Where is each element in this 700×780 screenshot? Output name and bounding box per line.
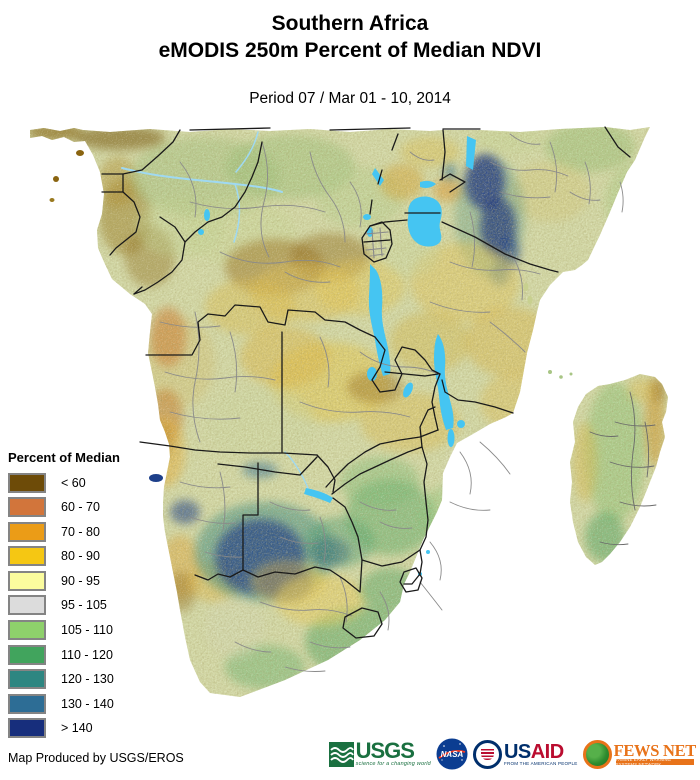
usgs-tagline: science for a changing world [355, 761, 431, 767]
legend-item: 70 - 80 [8, 521, 168, 542]
country-borders [101, 126, 631, 639]
header: Southern Africa eMODIS 250m Percent of M… [0, 10, 700, 108]
legend-title: Percent of Median [8, 450, 120, 465]
legend-swatch [8, 620, 46, 641]
legend-label: 70 - 80 [61, 524, 100, 539]
fewsnet-logo: FEWS NET FAMINE EARLY WARNING SYSTEMS NE… [582, 739, 697, 769]
legend-label: 60 - 70 [61, 500, 100, 515]
usgs-logo: USGS science for a changing world [328, 738, 431, 767]
period-subtitle: Period 07 / Mar 01 - 10, 2014 [249, 90, 451, 107]
legend-label: 95 - 105 [61, 598, 107, 613]
etosha-pan [149, 474, 163, 482]
nasa-meatball-icon: NASA [436, 738, 468, 770]
legend-item: 130 - 140 [8, 693, 168, 714]
legend-swatch [8, 718, 46, 739]
agency-logos: USGS science for a changing world NASA U… [328, 738, 697, 770]
nasa-logo: NASA [436, 738, 468, 770]
legend-label: 110 - 120 [61, 647, 113, 662]
rivers [121, 131, 309, 489]
legend-swatch [8, 669, 46, 690]
usaid-seal-icon [472, 739, 502, 769]
usgs-waves-icon [328, 741, 354, 767]
legend-item: 95 - 105 [8, 595, 168, 616]
usaid-tagline: FROM THE AMERICAN PEOPLE [503, 760, 578, 766]
legend-label: 105 - 110 [61, 623, 113, 638]
ndvi-map [30, 126, 668, 697]
legend-item: 60 - 70 [8, 497, 168, 518]
legend-label: 130 - 140 [61, 696, 114, 711]
usaid-wordmark: USAID [503, 740, 564, 763]
fewsnet-tagline: FAMINE EARLY WARNING SYSTEMS NETWORK [615, 757, 694, 767]
legend-item: 80 - 90 [8, 546, 168, 567]
legend-item: < 60 [8, 472, 168, 493]
legend-swatch [8, 546, 46, 567]
legend-item: 120 - 130 [8, 669, 168, 690]
admin-borders [159, 133, 657, 672]
islands [49, 150, 573, 379]
lakes [198, 136, 476, 576]
legend-swatch [8, 595, 46, 616]
legend-swatch [8, 570, 46, 591]
title-line1: Southern Africa [271, 12, 429, 35]
title-line2: eMODIS 250m Percent of Median NDVI [158, 39, 542, 62]
legend-item: 90 - 95 [8, 570, 168, 591]
legend-label: 90 - 95 [61, 573, 100, 588]
page-title: Southern Africa eMODIS 250m Percent of M… [0, 10, 700, 64]
legend-label: 120 - 130 [61, 672, 114, 687]
fewsnet-wordmark: FEWS NET [613, 741, 697, 760]
legend-swatch [8, 693, 46, 714]
legend-label: > 140 [61, 721, 93, 736]
legend-swatch [8, 472, 46, 493]
legend-label: 80 - 90 [61, 549, 100, 564]
nasa-wordmark: NASA [441, 750, 464, 759]
map-legend: Percent of Median < 60 60 - 70 70 - 80 8… [8, 450, 168, 743]
producer-credit: Map Produced by USGS/EROS [8, 751, 184, 765]
legend-label: < 60 [61, 475, 86, 490]
legend-item: 105 - 110 [8, 620, 168, 641]
legend-swatch [8, 521, 46, 542]
legend-swatch [8, 644, 46, 665]
legend-item: 110 - 120 [8, 644, 168, 665]
usgs-wordmark: USGS [355, 738, 415, 763]
legend-swatch [8, 497, 46, 518]
fewsnet-globe-icon [582, 739, 612, 769]
legend-item: > 140 [8, 718, 168, 739]
usaid-logo: USAID FROM THE AMERICAN PEOPLE [472, 739, 578, 769]
